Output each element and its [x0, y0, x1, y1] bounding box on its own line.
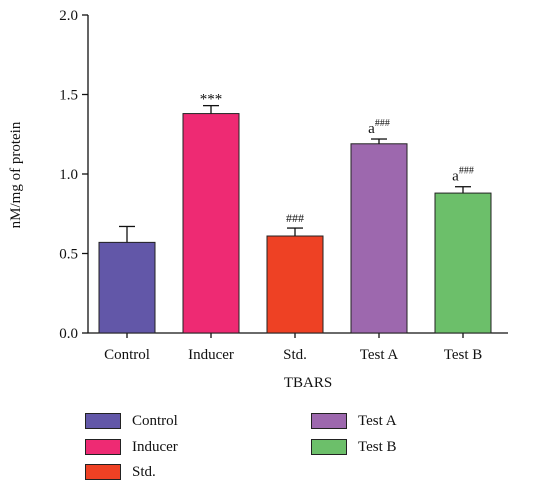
significance-label: a###: [452, 166, 474, 185]
x-tick-label: Test A: [360, 347, 399, 363]
x-tick-label: Inducer: [188, 347, 234, 363]
bar: [182, 113, 240, 334]
significance-label: ###: [286, 211, 304, 225]
y-tick-label: 2.0: [59, 8, 78, 24]
bar: [98, 241, 156, 334]
y-tick-label: 1.5: [59, 88, 78, 104]
y-axis-label: nM/mg of protein: [8, 121, 24, 228]
significance-label: ***: [200, 92, 223, 108]
significance-label: a###: [368, 118, 390, 137]
bar: [434, 192, 492, 334]
x-axis-label: TBARS: [284, 375, 332, 391]
y-tick-label: 0.5: [59, 247, 78, 263]
y-axis: 0.0 0.5 1.0 1.5 2.0: [59, 8, 89, 342]
x-tick-label: Test B: [444, 347, 483, 363]
x-tick-label: Control: [104, 347, 150, 363]
bar: [350, 143, 408, 334]
y-tick-label: 0.0: [59, 326, 78, 342]
bar: [266, 235, 324, 334]
x-tick-label: Std.: [283, 347, 307, 363]
y-tick-label: 1.0: [59, 167, 78, 183]
bars: *** ### a### a###: [98, 92, 492, 334]
x-axis: Control Inducer Std. Test A Test B: [88, 332, 508, 363]
